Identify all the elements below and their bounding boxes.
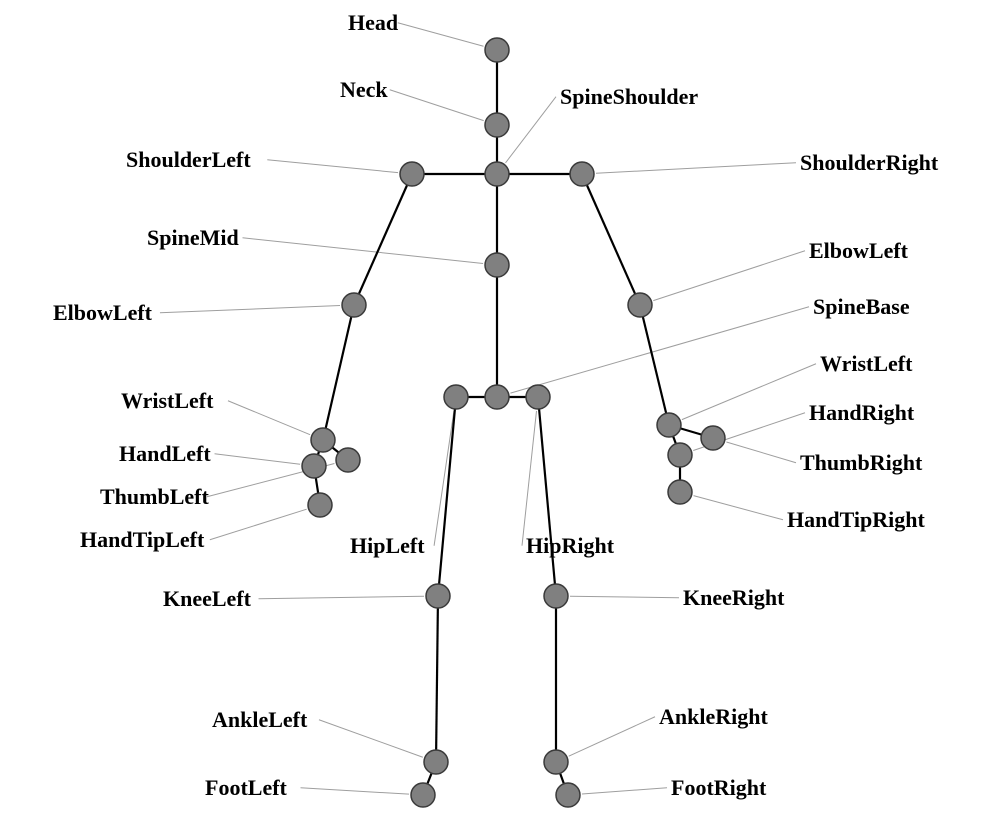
joint-HipLeft <box>444 385 468 409</box>
joint-HandTipLeft <box>308 493 332 517</box>
label-ShoulderLeft: ShoulderLeft <box>126 147 251 172</box>
bone-ShoulderLeft-ElbowLeft <box>354 174 412 305</box>
label-FootRight: FootRight <box>671 775 767 800</box>
leader-Head <box>398 23 484 47</box>
leader-KneeLeft <box>259 596 424 599</box>
leader-ElbowLeft <box>160 306 340 313</box>
leader-AnkleRight <box>569 717 655 756</box>
label-AnkleLeft: AnkleLeft <box>212 707 308 732</box>
label-HipLeft: HipLeft <box>350 533 425 558</box>
joint-ShoulderLeft <box>400 162 424 186</box>
joint-ElbowRight <box>628 293 652 317</box>
joint-ElbowLeft <box>342 293 366 317</box>
joint-SpineBase <box>485 385 509 409</box>
label-WristRight: WristLeft <box>820 351 913 376</box>
bone-HipRight-KneeRight <box>538 397 556 596</box>
label-WristLeft: WristLeft <box>121 388 214 413</box>
joints-layer <box>302 38 725 807</box>
joint-WristLeft <box>311 428 335 452</box>
joint-HandTipRight <box>668 480 692 504</box>
leader-ShoulderRight <box>596 163 796 174</box>
label-ElbowLeft: ElbowLeft <box>53 300 153 325</box>
label-AnkleRight: AnkleRight <box>659 704 768 729</box>
leader-AnkleLeft <box>319 720 423 758</box>
label-HandRight: HandRight <box>809 400 915 425</box>
leader-ElbowRight <box>653 251 805 301</box>
leader-HandTipRight <box>694 496 783 520</box>
joint-ShoulderRight <box>570 162 594 186</box>
label-HandTipRight: HandTipRight <box>787 507 925 532</box>
label-HipRight: HipRight <box>526 533 615 558</box>
leader-WristRight <box>682 364 816 420</box>
label-SpineShoulder: SpineShoulder <box>560 84 698 109</box>
leader-WristLeft <box>228 401 310 435</box>
joint-SpineShoulder <box>485 162 509 186</box>
label-Head: Head <box>348 10 398 35</box>
leader-HandLeft <box>215 454 301 465</box>
joint-WristRight <box>657 413 681 437</box>
joint-ThumbLeft <box>336 448 360 472</box>
bone-ShoulderRight-ElbowRight <box>582 174 640 305</box>
joint-HandRight <box>668 443 692 467</box>
leader-ShoulderLeft <box>267 160 398 173</box>
label-SpineMid: SpineMid <box>147 225 239 250</box>
leader-FootRight <box>582 788 667 794</box>
label-ElbowRight: ElbowLeft <box>809 238 909 263</box>
leader-HandTipLeft <box>210 509 307 540</box>
leader-lines-layer <box>160 23 816 794</box>
label-ShoulderRight: ShoulderRight <box>800 150 939 175</box>
joint-KneeRight <box>544 584 568 608</box>
joint-HandLeft <box>302 454 326 478</box>
leader-Neck <box>390 90 484 121</box>
label-ThumbRight: ThumbRight <box>800 450 923 475</box>
label-HandTipLeft: HandTipLeft <box>80 527 205 552</box>
leader-KneeRight <box>570 596 679 598</box>
label-KneeRight: KneeRight <box>683 585 785 610</box>
joint-KneeLeft <box>426 584 450 608</box>
leader-SpineBase <box>510 307 809 393</box>
bones-layer <box>314 50 713 795</box>
label-ThumbLeft: ThumbLeft <box>100 484 209 509</box>
leader-SpineShoulder <box>505 97 556 163</box>
leader-ThumbRight <box>726 442 796 463</box>
bone-HipLeft-KneeLeft <box>438 397 456 596</box>
label-KneeLeft: KneeLeft <box>163 586 252 611</box>
joint-SpineMid <box>485 253 509 277</box>
joint-FootLeft <box>411 783 435 807</box>
label-SpineBase: SpineBase <box>813 294 910 319</box>
joint-HipRight <box>526 385 550 409</box>
bone-KneeLeft-AnkleLeft <box>436 596 438 762</box>
joint-Head <box>485 38 509 62</box>
label-HandLeft: HandLeft <box>119 441 211 466</box>
joint-FootRight <box>556 783 580 807</box>
joint-Neck <box>485 113 509 137</box>
skeleton-diagram: Head Neck SpineShoulder ShoulderLeft Shoulde… <box>0 0 1000 829</box>
leader-SpineMid <box>243 238 484 264</box>
label-FootLeft: FootLeft <box>205 775 288 800</box>
label-Neck: Neck <box>340 77 388 102</box>
joint-ThumbRight <box>701 426 725 450</box>
joint-AnkleLeft <box>424 750 448 774</box>
bone-ElbowRight-WristRight <box>640 305 669 425</box>
bone-ElbowLeft-WristLeft <box>323 305 354 440</box>
joint-AnkleRight <box>544 750 568 774</box>
leader-FootLeft <box>301 788 410 794</box>
leader-HipRight <box>522 411 537 546</box>
